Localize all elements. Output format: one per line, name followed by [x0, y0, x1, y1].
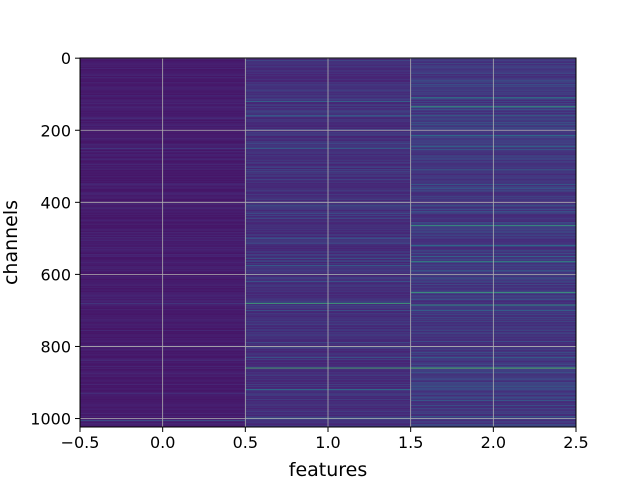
y-tick-label: 800	[40, 337, 71, 356]
x-tick-label: −0.5	[61, 433, 100, 452]
x-tick-label: 0.5	[233, 433, 258, 452]
x-axis-label: features	[289, 459, 368, 480]
x-tick-label: 1.0	[315, 433, 340, 452]
y-tick-label: 200	[40, 121, 71, 140]
x-tick-label: 2.0	[481, 433, 506, 452]
y-tick-label: 600	[40, 265, 71, 284]
y-tick-label: 1000	[30, 410, 71, 429]
x-tick-label: 1.5	[398, 433, 423, 452]
x-tick-label: 0.0	[150, 433, 175, 452]
y-axis-label: channels	[0, 200, 22, 285]
x-tick-label: 2.5	[563, 433, 588, 452]
y-tick-label: 0	[61, 49, 71, 68]
y-tick-label: 400	[40, 193, 71, 212]
